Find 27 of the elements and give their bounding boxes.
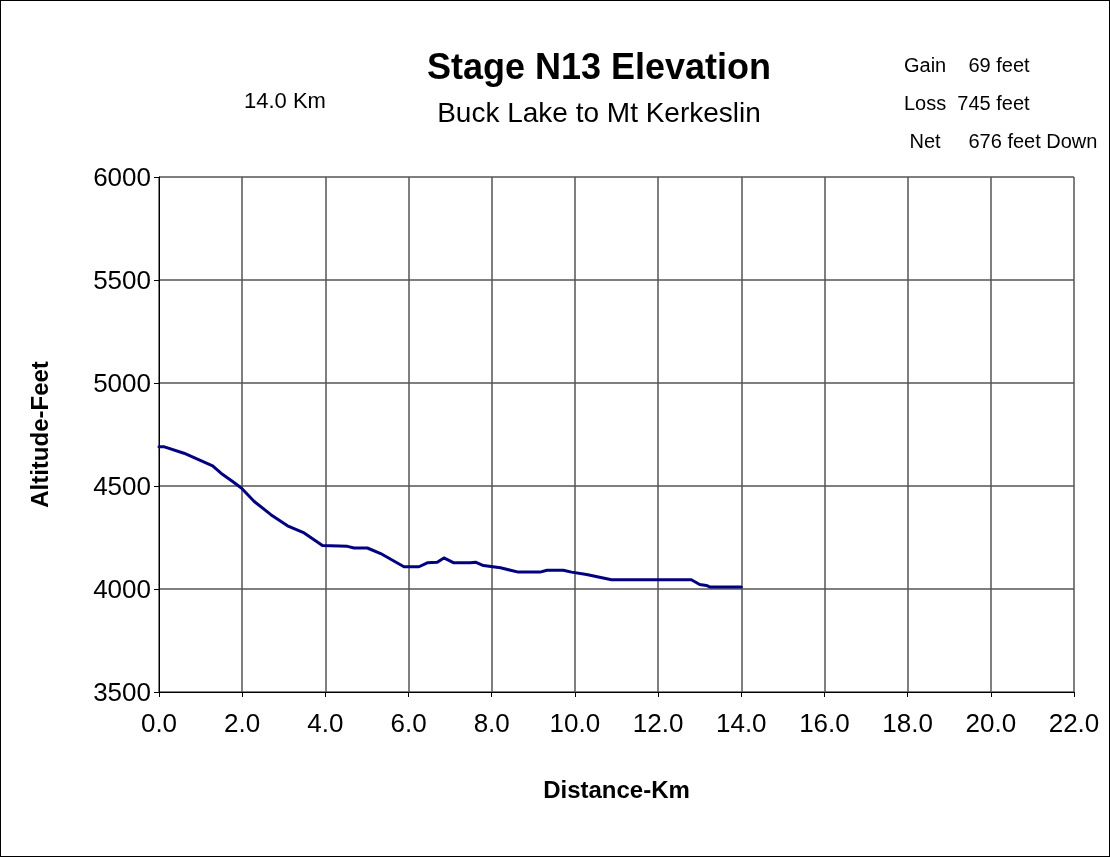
- y-tick-label: 4000: [93, 574, 151, 604]
- x-tick-label: 2.0: [224, 708, 261, 738]
- x-tick-label: 12.0: [632, 708, 684, 738]
- line-series: [157, 445, 743, 589]
- x-tick-label: 6.0: [390, 708, 427, 738]
- x-tick-label: 18.0: [882, 708, 933, 738]
- x-axis-title: Distance-Km: [543, 775, 690, 803]
- x-tick-label: 0.0: [140, 708, 178, 738]
- y-tick-label: 3500: [93, 677, 151, 707]
- x-tick-label: 4.0: [307, 708, 344, 738]
- text: Loss 745 feet: [904, 92, 1031, 114]
- chart-title: Stage N13 Elevation: [426, 45, 772, 87]
- x-tick-label: 16.0: [799, 708, 850, 738]
- y-tick-label: 4500: [93, 471, 151, 501]
- text: 14.0 Km: [244, 87, 326, 113]
- y-tick-label: 6000: [93, 162, 151, 192]
- y-tick-label: 5500: [93, 265, 151, 295]
- text: Net 676 feet Down: [904, 130, 1098, 152]
- x-tick-label: 22.0: [1048, 708, 1100, 738]
- x-tick-label: 20.0: [965, 708, 1017, 738]
- x-tick-label: 10.0: [549, 708, 601, 738]
- y-tick-label: 5000: [93, 368, 151, 398]
- chart-subtitle: Buck Lake to Mt Kerkeslin: [437, 96, 761, 128]
- y-axis-title: Altitude-Feet: [25, 361, 53, 508]
- x-tick-label: 8.0: [473, 708, 510, 738]
- x-tick-label: 14.0: [715, 708, 767, 738]
- text: Gain 69 feet: [904, 54, 1031, 76]
